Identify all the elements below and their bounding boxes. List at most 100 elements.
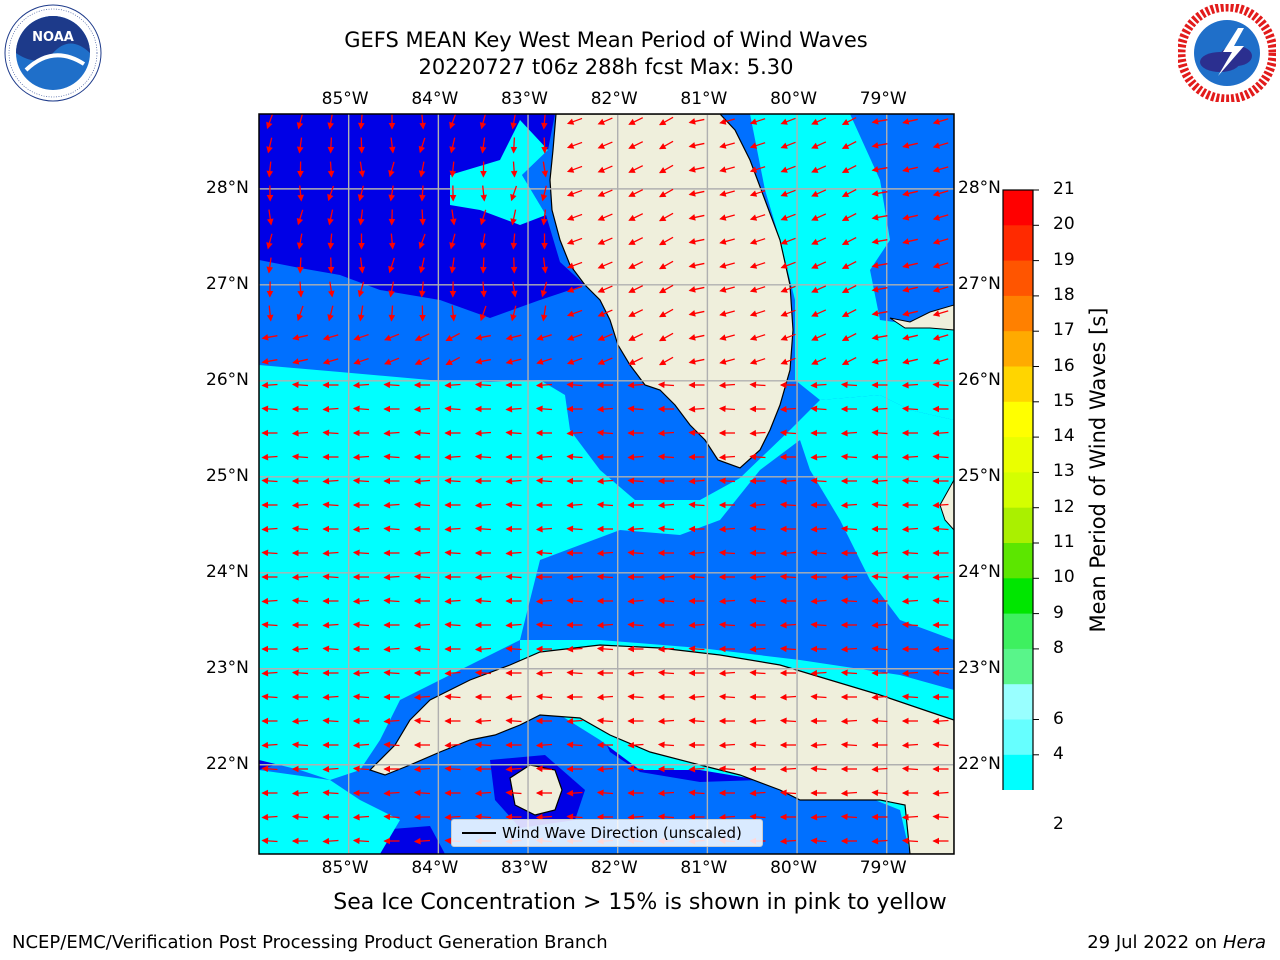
wind-arrow-head (871, 453, 878, 461)
wind-arrow-head (901, 405, 909, 413)
wind-arrow-head (932, 262, 940, 269)
wind-arrow-head (291, 741, 299, 749)
wind-arrow-head (688, 214, 696, 221)
wind-arrow-head (871, 190, 879, 197)
wind-arrow-head (841, 142, 850, 149)
wind-arrow-head (749, 166, 758, 173)
wind-arrow-head (840, 549, 848, 557)
wind-arrow-head (658, 311, 667, 318)
lon-tick-label-bottom: 80°W (770, 858, 818, 878)
wind-arrow-head (811, 190, 819, 197)
wind-arrow-head (510, 170, 518, 178)
wind-arrow-head (780, 286, 788, 293)
wind-arrow-head (749, 717, 757, 725)
wind-arrow-head (779, 549, 787, 557)
wind-arrow-head (596, 381, 604, 389)
wind-arrow-head (510, 122, 517, 130)
lon-tick-label-bottom: 81°W (680, 858, 728, 878)
wind-arrow-head (505, 525, 512, 533)
wind-arrow-head (505, 358, 513, 365)
wind-arrow-head (901, 717, 909, 725)
wind-arrow-head (566, 405, 573, 413)
wind-arrow-head (718, 429, 726, 437)
wind-arrow-head (627, 597, 635, 605)
wind-arrow-head (535, 573, 543, 581)
wind-arrow-head (779, 501, 787, 509)
lat-tick-label-left: 27°N (206, 273, 249, 294)
wind-arrow-head (291, 645, 299, 653)
wind-arrow-head (902, 238, 910, 245)
wind-arrow-head (597, 358, 605, 365)
wind-arrow-head (596, 741, 604, 749)
wind-arrow-head (296, 313, 303, 322)
wind-arrow-head (628, 238, 636, 245)
wind-arrow-head (810, 837, 818, 845)
wind-arrow-head (291, 789, 299, 797)
wind-arrow-head (658, 287, 667, 294)
wind-arrow-head (597, 334, 605, 341)
wind-arrow-head (322, 597, 329, 605)
wind-arrow-head (688, 741, 695, 749)
footer-date: 29 Jul 2022 on Hera (1087, 932, 1266, 953)
colorbar-segment (1003, 507, 1033, 544)
gridlines (259, 114, 954, 854)
wind-arrow-head (413, 741, 421, 749)
wind-arrow-head (871, 813, 878, 821)
wind-arrow-head (901, 741, 909, 749)
wind-arrow-head (322, 837, 330, 845)
wind-arrow-head (297, 170, 304, 178)
wind-arrow-head (932, 765, 939, 773)
wind-arrow-head (479, 313, 486, 322)
wind-arrow-head (540, 218, 548, 226)
wind-arrow-head (535, 381, 543, 389)
wind-arrow-head (261, 549, 269, 557)
wind-arrow-head (419, 122, 426, 130)
wind-arrow-head (688, 405, 696, 413)
wind-arrow-head (596, 477, 604, 485)
wind-arrow-head (261, 573, 268, 581)
wind-arrow-head (474, 597, 482, 605)
wind-arrow-head (810, 669, 818, 677)
wind-arrow-head (841, 214, 850, 221)
region-4-6s-gulf-straits (259, 365, 954, 780)
wind-arrow-head (871, 693, 879, 701)
wind-arrow-head (383, 717, 391, 725)
colorbar-segment (1003, 295, 1033, 332)
wind-arrow-head (540, 314, 548, 322)
wind-arrow-head (932, 837, 939, 845)
wind-arrow-head (811, 262, 819, 269)
wind-arrow-head (597, 190, 605, 197)
wind-arrow-head (840, 813, 848, 821)
wind-arrow-head (352, 549, 360, 557)
wind-arrow-head (901, 837, 909, 845)
wind-arrow-head (352, 501, 360, 509)
wind-arrow-head (749, 405, 756, 413)
wind-arrow-head (811, 286, 819, 293)
wind-arrow-head (810, 789, 817, 797)
wind-arrow-head (535, 549, 543, 557)
wind-arrow-head (566, 525, 574, 533)
region-4-6s-nw-tongue (450, 120, 548, 225)
wind-arrow-head (840, 669, 848, 677)
wind-arrow-head (719, 142, 727, 149)
wind-arrow-head (840, 405, 848, 413)
wind-arrow-head (566, 214, 575, 221)
wind-arrow-head (840, 501, 848, 509)
wind-arrow-head (688, 525, 695, 533)
wind-arrow-head (627, 381, 635, 389)
wind-arrow-head (657, 741, 665, 749)
wind-arrow-head (779, 837, 787, 845)
wind-arrow-head (871, 166, 879, 173)
wind-arrow-head (810, 549, 818, 557)
lat-tick-label-left: 22°N (206, 753, 249, 774)
wind-arrow-head (688, 693, 696, 701)
wind-arrow-head (902, 214, 910, 221)
wind-arrow-head (749, 477, 756, 485)
wind-arrow-head (418, 241, 425, 250)
wind-arrow-head (932, 789, 940, 797)
wind-arrow-head (261, 621, 269, 629)
wind-arrow-head (780, 142, 788, 149)
colorbar-segment (1003, 578, 1033, 615)
wind-arrow-head (932, 717, 940, 725)
wind-arrow-head (352, 813, 360, 821)
